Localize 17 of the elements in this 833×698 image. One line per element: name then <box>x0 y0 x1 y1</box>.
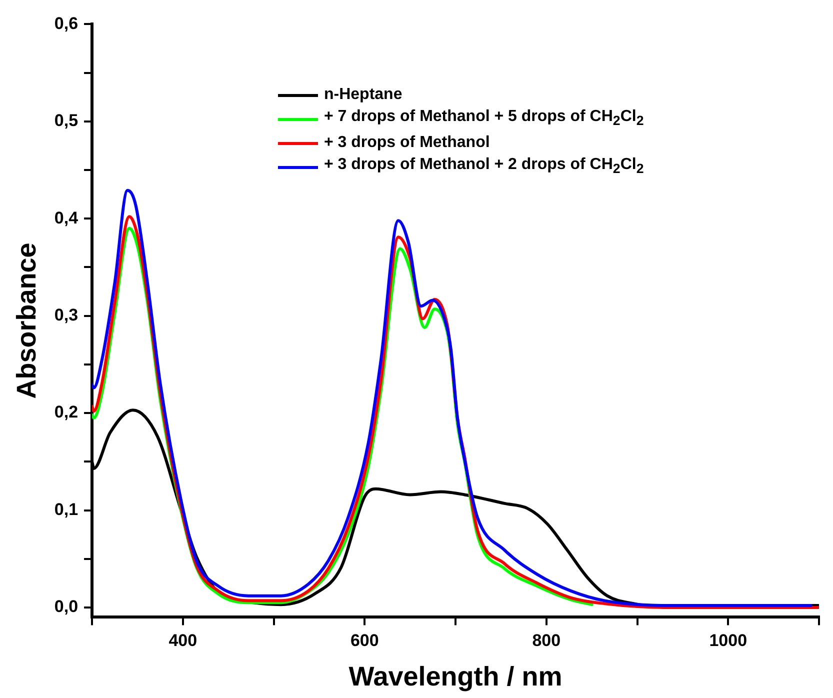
y-tick-label: 0,6 <box>54 14 78 33</box>
x-tick-label: 600 <box>350 631 379 650</box>
x-axis-title: Wavelength / nm <box>348 661 562 692</box>
x-tick-label: 1000 <box>709 631 748 650</box>
y-tick-label: 0,0 <box>54 597 78 616</box>
legend-label: + 7 drops of Methanol + 5 drops of CH$_{2}$Cl$_{2}$ <box>324 107 644 130</box>
y-tick-label: 0,3 <box>54 306 78 325</box>
y-tick-label: 0,5 <box>54 111 78 130</box>
legend-label: + 3 drops of Methanol <box>324 133 490 154</box>
y-tick-label: 0,2 <box>54 402 78 422</box>
y-axis-title: Absorbance <box>12 242 42 399</box>
x-tick-label: 400 <box>168 631 198 650</box>
x-tick-label: 800 <box>532 631 561 650</box>
legend-label: n-Heptane <box>324 85 402 105</box>
y-tick-label: 0,1 <box>54 500 78 519</box>
y-tick-label: 0,4 <box>54 208 79 228</box>
legend-label: + 3 drops of Methanol + 2 drops of CH$_{2}$Cl$_{2}$ <box>324 155 644 178</box>
